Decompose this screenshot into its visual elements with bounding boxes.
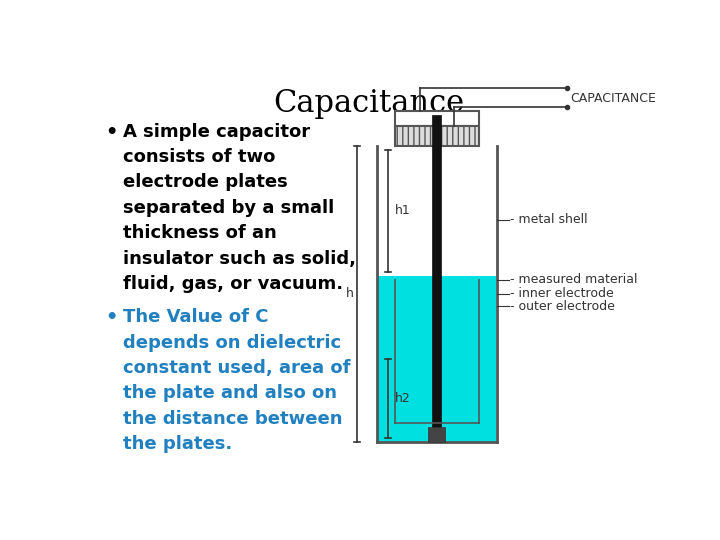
Text: CAPACITANCE: CAPACITANCE [570,92,657,105]
Text: fluid, gas, or vacuum.: fluid, gas, or vacuum. [122,275,343,293]
Text: A simple capacitor: A simple capacitor [122,123,310,140]
Text: - outer electrode: - outer electrode [510,300,615,313]
Text: - metal shell: - metal shell [510,213,588,226]
Text: - measured material: - measured material [510,273,637,286]
Text: h1: h1 [395,204,410,218]
Text: Capacitance: Capacitance [274,88,464,119]
Text: consists of two: consists of two [122,148,275,166]
Text: •: • [106,308,118,327]
Text: electrode plates: electrode plates [122,173,287,191]
Text: constant used, area of: constant used, area of [122,359,350,377]
Text: h: h [346,287,354,300]
Text: h2: h2 [395,392,410,405]
Text: - inner electrode: - inner electrode [510,287,613,300]
Text: insulator such as solid,: insulator such as solid, [122,249,356,268]
Text: •: • [106,123,118,141]
Text: separated by a small: separated by a small [122,199,334,217]
Bar [395,111,479,126]
Text: The Value of C: The Value of C [122,308,268,326]
Bar [432,115,441,430]
Text: depends on dielectric: depends on dielectric [122,334,341,352]
Bar [395,126,479,146]
Text: the plates.: the plates. [122,435,232,453]
Bar [428,427,446,442]
Text: the distance between: the distance between [122,410,342,428]
Text: thickness of an: thickness of an [122,224,276,242]
Text: the plate and also on: the plate and also on [122,384,336,402]
Bar [377,276,496,442]
